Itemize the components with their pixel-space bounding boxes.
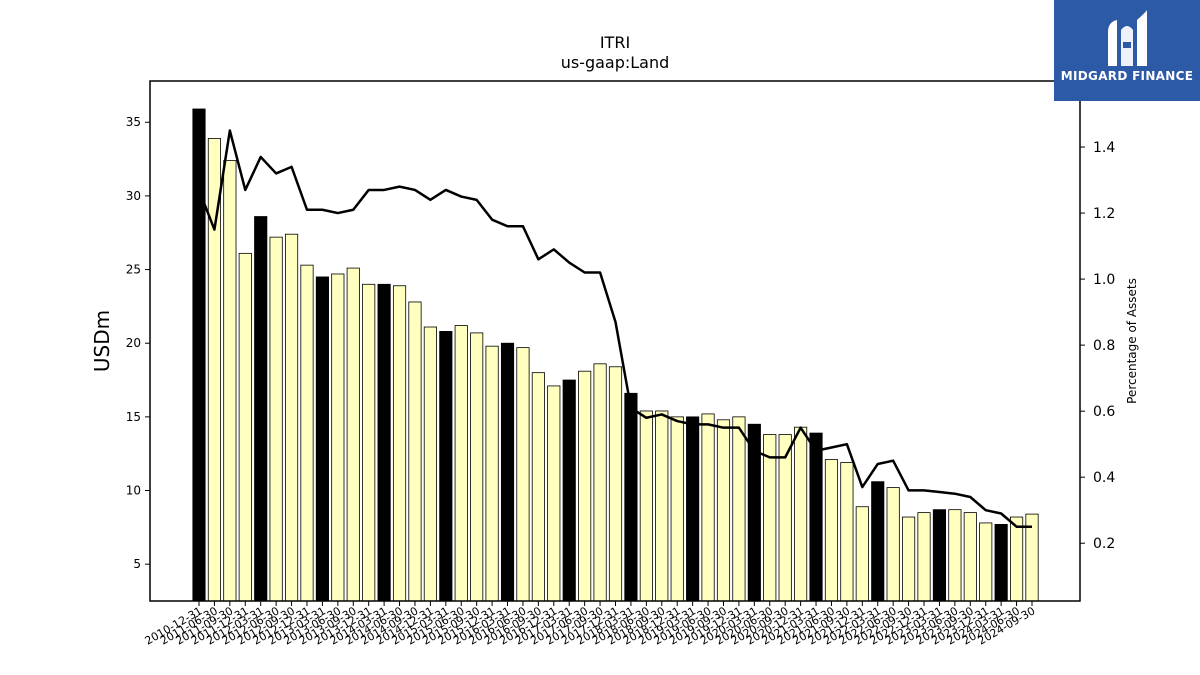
y-tick-label-right: 1.0 (1093, 272, 1115, 288)
y-tick-label-left: 30 (126, 189, 141, 203)
bar (439, 331, 453, 602)
bar (408, 301, 422, 602)
x-axis: 2010-12-312011-06-302011-09-302011-12-31… (143, 601, 1038, 648)
bar (948, 509, 962, 602)
bar (655, 410, 669, 602)
bar (562, 379, 576, 602)
bar (500, 342, 515, 602)
bar (639, 410, 653, 602)
bar (624, 392, 638, 602)
y-tick-label-right: 0.2 (1093, 536, 1115, 552)
y-tick-label-left: 25 (126, 263, 141, 277)
y-tick-label-right: 0.6 (1093, 404, 1115, 420)
bar (547, 385, 561, 602)
bar (732, 416, 746, 602)
bar (454, 325, 468, 602)
bar (315, 276, 329, 602)
bar (593, 363, 607, 602)
bar (269, 236, 283, 602)
y-tick-label-left: 15 (126, 410, 141, 424)
bar (608, 366, 623, 602)
bar (223, 160, 237, 602)
bar (578, 370, 592, 602)
y-tick-label-left: 35 (126, 115, 141, 129)
bars (192, 108, 1039, 602)
bar (470, 332, 484, 602)
bar (902, 516, 916, 602)
bar (192, 108, 206, 602)
bar (963, 512, 977, 602)
bar (670, 416, 684, 602)
bar (716, 419, 731, 602)
y-tick-label-right: 0.8 (1093, 338, 1115, 354)
bar (824, 459, 839, 602)
bar (254, 216, 268, 602)
y-tick-label-right: 1.2 (1093, 206, 1115, 222)
bar (238, 252, 252, 602)
logo-mark-icon (1108, 10, 1147, 66)
bar (531, 372, 545, 602)
y-axis-left: 5 10 15 20 25 30 35 (126, 115, 150, 571)
bar (485, 345, 499, 602)
bar (392, 285, 407, 602)
midgard-finance-logo: MIDGARD FINANCE (1054, 0, 1200, 101)
bar (778, 434, 792, 602)
bar (763, 434, 777, 602)
bar (917, 512, 931, 602)
chart-subtitle: us-gaap:Land (561, 53, 670, 72)
logo-text: MIDGARD FINANCE (1060, 69, 1194, 83)
bar (855, 506, 869, 602)
bar (840, 462, 854, 602)
y-tick-label-left: 5 (133, 557, 141, 571)
bar (423, 326, 437, 602)
bar (701, 413, 715, 602)
bar (794, 426, 808, 602)
bar (516, 347, 530, 602)
bar (377, 283, 391, 602)
y-tick-label-left: 20 (126, 336, 141, 350)
bar (994, 523, 1008, 602)
bar (809, 432, 823, 602)
bar (346, 267, 360, 602)
y-axis-right: 0.2 0.4 0.6 0.8 1.0 1.2 1.4 (1080, 140, 1115, 552)
bar (886, 487, 900, 602)
bar (932, 509, 947, 602)
bar (979, 522, 993, 602)
percentage-line (197, 129, 1033, 528)
bar (331, 273, 345, 602)
y-axis-label-right: Percentage of Assets (1125, 278, 1139, 404)
bar (284, 233, 299, 602)
bar (686, 416, 700, 602)
y-tick-label-right: 0.4 (1093, 470, 1115, 486)
chart-title: ITRI (600, 33, 630, 52)
bar (300, 264, 314, 602)
bar (1010, 516, 1024, 602)
y-axis-label-left: USDm (90, 310, 114, 372)
y-tick-label-left: 10 (126, 484, 141, 498)
y-tick-label-right: 1.4 (1093, 140, 1115, 156)
bar (362, 283, 376, 602)
bar (871, 481, 885, 602)
